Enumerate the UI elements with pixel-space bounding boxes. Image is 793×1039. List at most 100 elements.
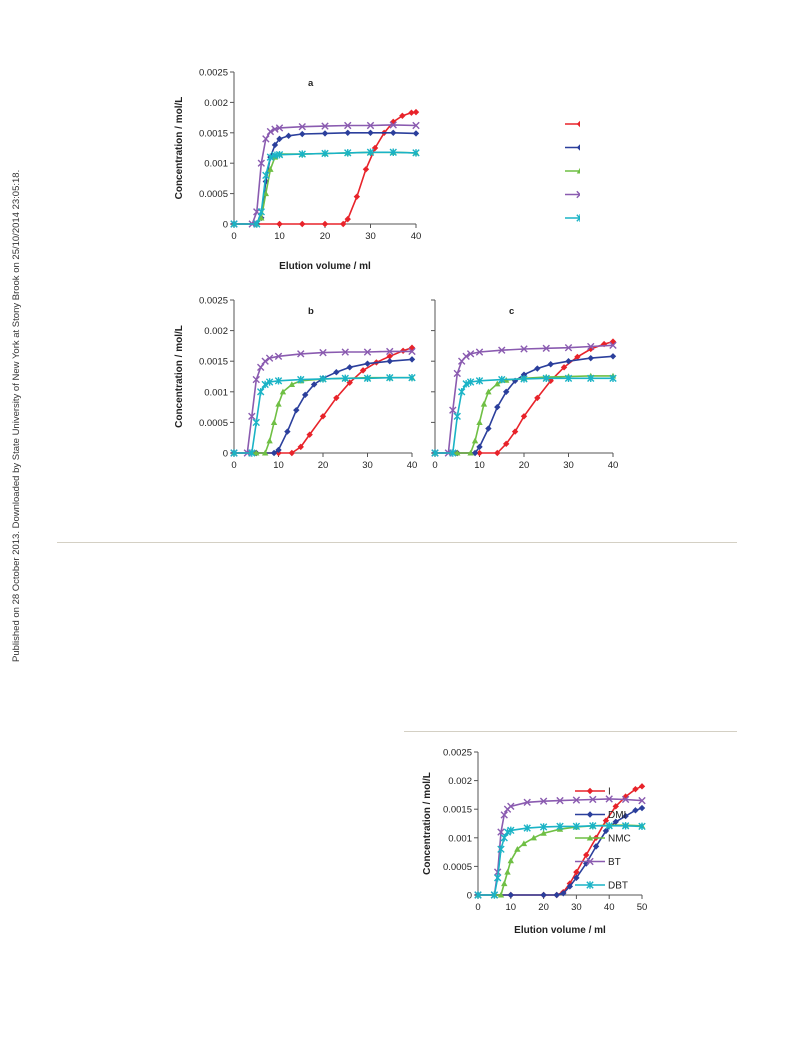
- y-tick-label: 0.001: [448, 833, 472, 844]
- y-tick-label: 0.0025: [443, 748, 472, 759]
- series-dbt: [431, 374, 617, 457]
- data-point: [466, 350, 475, 358]
- x-tick-label: 20: [320, 231, 331, 242]
- data-point: [605, 795, 613, 803]
- data-point: [284, 428, 291, 435]
- data-point: [412, 130, 420, 137]
- data-point: [344, 149, 352, 157]
- data-point: [321, 149, 329, 158]
- y-tick-label: 0.0025: [199, 296, 228, 307]
- data-point: [503, 388, 510, 395]
- data-point: [408, 374, 416, 382]
- data-point: [632, 807, 639, 814]
- data-point: [258, 214, 265, 221]
- x-tick-label: 30: [571, 902, 582, 913]
- data-point: [366, 148, 375, 156]
- y-tick-label: 0.0005: [199, 418, 228, 429]
- data-point: [540, 891, 547, 899]
- data-point: [353, 193, 361, 200]
- y-tick-label: 0.0015: [199, 128, 228, 139]
- data-point: [587, 374, 595, 383]
- data-point: [275, 150, 284, 159]
- y-tick-label: 0: [467, 891, 472, 902]
- data-point: [262, 190, 270, 197]
- x-tick-label: 0: [231, 460, 236, 471]
- data-point: [276, 220, 283, 228]
- legend-marker: [586, 787, 594, 795]
- data-point: [474, 891, 482, 899]
- data-point: [257, 159, 265, 167]
- data-point: [285, 132, 292, 140]
- data-point: [612, 818, 619, 825]
- data-point: [271, 141, 279, 149]
- data-point: [346, 379, 353, 386]
- data-point: [573, 868, 580, 876]
- data-point: [275, 124, 284, 132]
- data-point: [504, 868, 511, 875]
- data-point: [341, 348, 349, 356]
- data-point: [621, 795, 630, 804]
- data-point: [638, 783, 646, 790]
- data-point: [497, 845, 505, 853]
- data-point: [540, 830, 547, 836]
- data-point: [346, 364, 353, 371]
- data-point: [297, 443, 304, 451]
- data-point: [386, 358, 393, 365]
- data-point: [523, 824, 531, 832]
- y-tick-label: 0: [223, 449, 228, 460]
- data-point: [494, 380, 501, 387]
- panel-label: a: [308, 78, 314, 89]
- x-tick-label: 20: [538, 902, 549, 913]
- legend-marker: [576, 167, 580, 174]
- data-point: [638, 804, 646, 812]
- data-point: [333, 394, 340, 402]
- data-point: [276, 135, 283, 143]
- data-point: [589, 795, 597, 804]
- data-point: [298, 150, 306, 158]
- data-point: [475, 348, 484, 356]
- publication-side-note: Published on 28 October 2013. Downloaded…: [7, 72, 23, 662]
- data-point: [262, 171, 270, 180]
- y-tick-label: 0.002: [204, 326, 228, 337]
- data-point: [341, 374, 349, 383]
- series-dbt: [474, 822, 646, 899]
- data-point: [270, 419, 278, 425]
- data-point: [363, 374, 372, 383]
- side-note-text: Published on 28 October 2013. Downloaded…: [11, 170, 22, 662]
- data-point: [500, 834, 508, 842]
- data-point: [274, 352, 283, 360]
- data-point: [498, 375, 506, 384]
- y-tick-label: 0.0015: [443, 805, 472, 816]
- data-point: [266, 127, 275, 136]
- x-tick-label: 40: [407, 460, 418, 471]
- data-point: [565, 358, 572, 365]
- y-axis-label: Concentration / mol/L: [174, 325, 185, 428]
- data-point: [520, 345, 528, 353]
- data-point: [261, 380, 269, 389]
- panel-label: b: [308, 306, 314, 317]
- y-tick-label: 0.0015: [199, 357, 228, 368]
- data-point: [310, 381, 318, 388]
- data-point: [503, 440, 510, 448]
- data-point: [288, 381, 296, 388]
- data-point: [270, 449, 278, 457]
- data-point: [366, 121, 375, 130]
- series-bt: [230, 121, 420, 228]
- data-point: [498, 346, 506, 354]
- data-point: [266, 437, 273, 444]
- legend-marker: [576, 190, 580, 199]
- data-point: [265, 354, 274, 362]
- series-line: [234, 346, 413, 454]
- data-point: [261, 449, 269, 456]
- data-point: [471, 449, 479, 457]
- legend-marker: [586, 881, 594, 889]
- data-point: [609, 341, 617, 349]
- y-axis-label: Concentration / mol/L: [174, 97, 185, 200]
- data-point: [344, 215, 351, 223]
- data-point: [275, 400, 282, 407]
- data-point: [248, 412, 256, 420]
- data-point: [520, 375, 528, 383]
- data-point: [609, 374, 617, 383]
- data-point: [288, 449, 296, 457]
- x-tick-label: 30: [563, 460, 574, 471]
